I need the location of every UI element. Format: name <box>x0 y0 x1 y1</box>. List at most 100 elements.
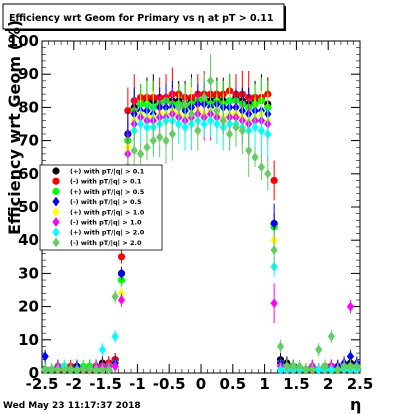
data-point <box>206 75 215 86</box>
x-tick-label: 0 <box>196 375 206 393</box>
data-point <box>105 364 113 375</box>
data-point <box>346 351 355 362</box>
legend-marker <box>52 167 60 175</box>
data-point <box>143 142 151 153</box>
y-tick-label: 20 <box>18 298 39 316</box>
data-point <box>213 105 221 116</box>
data-point <box>181 122 189 133</box>
data-point <box>346 361 355 372</box>
data-point <box>41 351 49 362</box>
data-point <box>156 132 164 143</box>
data-point <box>257 162 266 173</box>
y-tick-label: 10 <box>18 331 39 349</box>
legend-label: (-) with pT/|q| > 0.5 <box>70 198 142 207</box>
x-tick-label: 1.5 <box>283 375 310 393</box>
data-point <box>130 145 138 156</box>
legend-marker <box>52 177 60 185</box>
data-point <box>276 364 285 375</box>
legend-label: (+) with pT/|q| > 1.0 <box>70 208 145 217</box>
data-point <box>73 364 81 375</box>
y-tick-label: 50 <box>18 198 39 216</box>
y-tick-label: 70 <box>18 132 39 150</box>
x-tick-label: -2 <box>65 375 82 393</box>
x-tick-label: 0.5 <box>220 375 247 393</box>
chart-title: Efficiency wrt Geom for Primary vs η at … <box>9 13 273 24</box>
legend-label: (+) with pT/|q| > 2.0 <box>70 229 145 238</box>
data-point <box>327 364 335 375</box>
data-point <box>98 344 107 355</box>
legend-marker <box>52 227 60 238</box>
y-tick-label: 30 <box>18 264 39 282</box>
data-point <box>238 125 246 136</box>
data-point <box>321 361 329 372</box>
legend-marker <box>52 196 60 207</box>
data-point <box>206 115 215 126</box>
data-point <box>353 361 361 372</box>
legend-box <box>39 164 163 251</box>
data-point <box>226 129 234 139</box>
data-point <box>54 364 62 375</box>
data-point <box>270 176 278 185</box>
data-point <box>117 268 126 279</box>
data-point <box>60 364 68 375</box>
data-point <box>302 364 310 375</box>
y-tick-label: 40 <box>18 231 39 249</box>
data-point <box>92 364 100 375</box>
legend-label: (+) with pT/|q| > 0.5 <box>70 188 145 197</box>
x-tick-label: -0.5 <box>153 375 186 393</box>
data-point <box>346 301 355 312</box>
x-tick-label: 1 <box>259 375 269 393</box>
legend-marker <box>52 206 60 217</box>
data-point <box>270 245 278 256</box>
data-point <box>276 341 285 352</box>
data-point <box>47 364 56 375</box>
data-point <box>334 364 342 375</box>
x-tick-label: -1 <box>129 375 146 393</box>
data-point <box>181 99 189 109</box>
data-point <box>200 92 208 103</box>
data-point <box>168 129 176 139</box>
data-point <box>162 135 170 146</box>
data-point <box>264 129 272 139</box>
data-point <box>270 218 278 229</box>
legend-marker <box>52 237 60 248</box>
data-point <box>283 361 291 372</box>
series-7 <box>41 54 361 375</box>
y-tick-label: 60 <box>18 165 39 183</box>
data-point <box>251 122 259 133</box>
y-tick-label: 80 <box>18 98 39 116</box>
legend-label: (-) with pT/|q| > 2.0 <box>70 239 142 248</box>
data-point <box>232 122 240 133</box>
data-point <box>308 364 316 375</box>
data-point <box>270 298 278 309</box>
data-point <box>117 253 126 261</box>
legend-marker <box>52 217 60 227</box>
data-point <box>295 361 304 372</box>
y-axis-label: Efficiency wrt Geom (%) <box>5 20 24 235</box>
data-point <box>200 119 208 129</box>
data-point <box>79 364 87 375</box>
legend-marker <box>52 187 60 195</box>
data-points <box>41 54 361 375</box>
x-tick-label: -2.5 <box>26 375 59 393</box>
data-point <box>175 102 183 113</box>
data-point <box>194 125 202 136</box>
axis-ticks: -2.5 -2 -1.5 -1 -0.5 0 0.5 1 1.5 2 2.5 0 10 20 30 40 50 6… <box>8 32 374 393</box>
data-point <box>136 149 145 159</box>
x-tick-label: 2.5 <box>347 375 374 393</box>
data-point <box>251 152 259 163</box>
title-box-shadow-bottom <box>5 29 286 31</box>
x-tick-label: 2 <box>323 375 333 393</box>
data-point <box>315 364 323 375</box>
data-point <box>136 119 145 129</box>
timestamp-footer: Wed May 23 11:17:37 2018 <box>3 401 141 411</box>
legend: (+) with pT/|q| > 0.1 (-) with pT/|q| > 0… <box>39 164 163 251</box>
legend-label: (+) with pT/|q| > 0.1 <box>70 168 145 177</box>
data-point <box>143 122 151 133</box>
title-box <box>2 3 285 30</box>
data-point <box>111 291 119 302</box>
x-axis-label: η <box>350 395 361 414</box>
data-point <box>67 364 75 375</box>
data-point <box>219 115 227 126</box>
